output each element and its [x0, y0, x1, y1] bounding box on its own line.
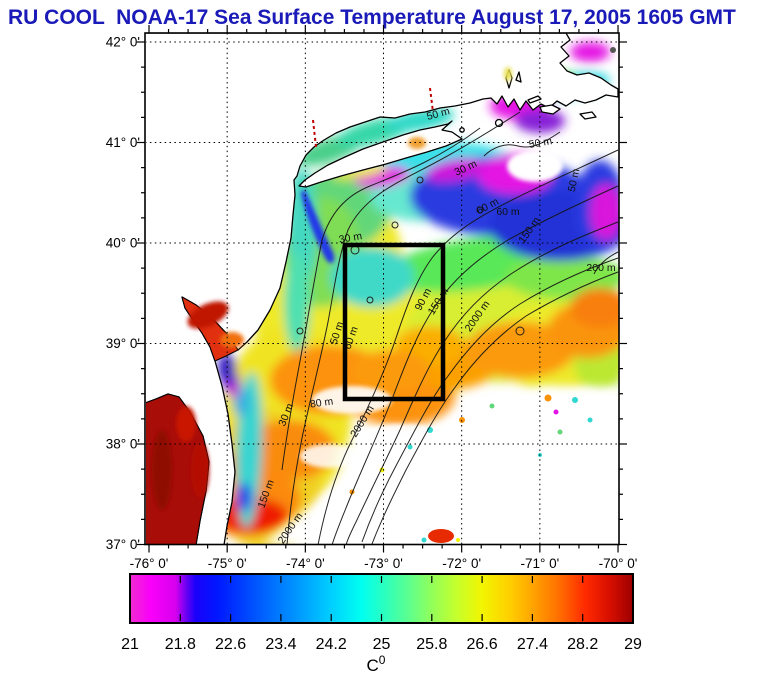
- y-axis-label: 40° 0': [106, 236, 140, 251]
- rivers: [312, 87, 434, 148]
- colorbar-ticks: [129, 576, 634, 621]
- x-axis-label: -71° 0': [520, 556, 559, 571]
- sst-field: [189, 42, 619, 544]
- hudson-river: [312, 119, 317, 148]
- colorbar-tick-label: 25: [373, 636, 391, 653]
- colorbar-tick-label: 28.2: [567, 636, 598, 653]
- colorbar-tick-label: 24.2: [316, 636, 347, 653]
- graticule: [146, 33, 619, 544]
- map-frame: [144, 32, 620, 546]
- x-axis-label: -74° 0': [286, 556, 325, 571]
- colorbar: 21 21.8 22.6 23.4 24.2 25 25.8 26.6 27.4 28.2 29 C…: [121, 573, 642, 675]
- colorbar-tick-label: 25.8: [416, 636, 447, 653]
- bathymetry-contour-label: 50 m: [528, 135, 553, 151]
- colorbar-tick-labels: 21 21.8 22.6 23.4 24.2 25 25.8 26.6 27.4 28.2 29: [121, 636, 642, 653]
- bathymetry-contours: [281, 111, 619, 544]
- x-axis-label: -73° 0': [364, 556, 403, 571]
- nantucket: [579, 111, 597, 120]
- hudson-plume: [301, 190, 335, 264]
- axis-labels: 42° 0' 41° 0' 40° 0' 39° 0' 38° 0' 37° 0' -76°…: [106, 35, 638, 572]
- marthas-vineyard: [539, 104, 561, 115]
- x-axis-label: -70° 0': [599, 556, 638, 571]
- estuary-detail: [152, 67, 512, 510]
- colorbar-tick-label: 27.4: [517, 636, 548, 653]
- y-axis-label: 37° 0': [106, 537, 140, 552]
- colorbar-tick-label: 22.6: [215, 636, 246, 653]
- colorbar-tick-label: 26.6: [467, 636, 498, 653]
- y-axis-label: 41° 0': [106, 135, 140, 150]
- study-area-box: [342, 242, 446, 402]
- y-axis-label: 42° 0': [106, 35, 140, 50]
- mainland-coastline: [146, 33, 619, 544]
- bathymetry-contour-label: 80 m: [309, 395, 334, 410]
- colorbar-tick-label: 21.8: [165, 636, 196, 653]
- axis-ticks: [137, 25, 627, 553]
- x-axis-label: -76° 0': [130, 556, 169, 571]
- long-island: [298, 120, 463, 188]
- colorbar-unit: C0: [367, 653, 386, 675]
- bathymetry-contour-label: 200 m: [586, 262, 615, 274]
- bathymetry-contour-label: 30 m: [338, 230, 363, 246]
- figure-title: RU COOL NOAA-17 Sea Surface Temperature …: [8, 6, 736, 29]
- colorbar-tick-label: 29: [624, 636, 642, 653]
- x-axis-label: -75° 0': [208, 556, 247, 571]
- x-axis-label: -72° 0': [442, 556, 481, 571]
- cloud-edge-speckles: [349, 394, 593, 543]
- colorbar-tick-label: 21: [121, 636, 139, 653]
- colorbar-tick-label: 23.4: [265, 636, 296, 653]
- bathymetry-contour-label: 60 m: [496, 206, 520, 218]
- cloud-mask: [263, 47, 618, 544]
- bathymetry-contour-label: 50 m: [425, 105, 451, 123]
- bathymetry-contour-label: 50 m: [566, 167, 583, 193]
- elizabeth-islands: [527, 95, 542, 104]
- land: [146, 33, 619, 544]
- y-axis-label: 38° 0': [106, 437, 140, 452]
- y-axis-label: 39° 0': [106, 336, 140, 351]
- connecticut-river: [429, 87, 434, 113]
